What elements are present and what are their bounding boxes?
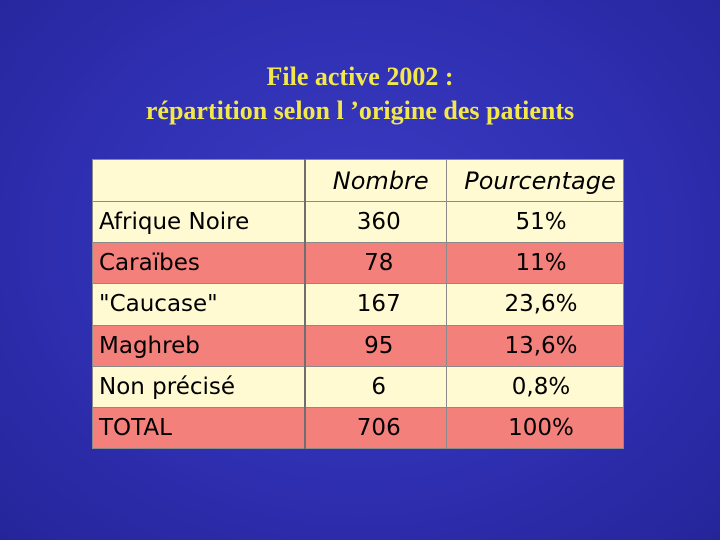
slide-title: File active 2002 : répartition selon l ’… bbox=[0, 60, 720, 128]
header-cell-pourcentage: Pourcentage bbox=[446, 158, 624, 203]
origin-table: Nombre Pourcentage Afrique Noire 360 51%… bbox=[92, 158, 624, 450]
row-pourcentage-cell: 13,6% bbox=[446, 324, 624, 367]
table-row: "Caucase" 167 23,6% bbox=[92, 283, 624, 326]
table-row: Non précisé 6 0,8% bbox=[92, 365, 624, 408]
title-line-1: File active 2002 : bbox=[266, 62, 454, 91]
table-total-row: TOTAL 706 100% bbox=[92, 406, 624, 450]
header-cell-label bbox=[92, 158, 306, 203]
row-label-cell: Afrique Noire bbox=[92, 201, 306, 244]
row-label-cell: Maghreb bbox=[92, 324, 306, 367]
row-nombre-cell: 706 bbox=[304, 406, 447, 450]
row-label-cell: Non précisé bbox=[92, 365, 306, 408]
header-cell-nombre: Nombre bbox=[304, 158, 447, 203]
row-pourcentage-cell: 0,8% bbox=[446, 365, 624, 408]
row-nombre-cell: 167 bbox=[304, 283, 447, 326]
table-row: Caraïbes 78 11% bbox=[92, 242, 624, 285]
row-nombre-cell: 95 bbox=[304, 324, 447, 367]
title-line-2: répartition selon l ’origine des patient… bbox=[145, 96, 575, 125]
row-pourcentage-cell: 23,6% bbox=[446, 283, 624, 326]
row-pourcentage-cell: 11% bbox=[446, 242, 624, 285]
row-label-cell: "Caucase" bbox=[92, 283, 306, 326]
table-row: Maghreb 95 13,6% bbox=[92, 324, 624, 367]
row-label-cell: Caraïbes bbox=[92, 242, 306, 285]
table-row: Afrique Noire 360 51% bbox=[92, 201, 624, 244]
row-nombre-cell: 78 bbox=[304, 242, 447, 285]
table-header-row: Nombre Pourcentage bbox=[92, 158, 624, 203]
row-pourcentage-cell: 100% bbox=[446, 406, 624, 450]
row-nombre-cell: 360 bbox=[304, 201, 447, 244]
row-pourcentage-cell: 51% bbox=[446, 201, 624, 244]
row-nombre-cell: 6 bbox=[304, 365, 447, 408]
row-label-cell: TOTAL bbox=[92, 406, 306, 450]
